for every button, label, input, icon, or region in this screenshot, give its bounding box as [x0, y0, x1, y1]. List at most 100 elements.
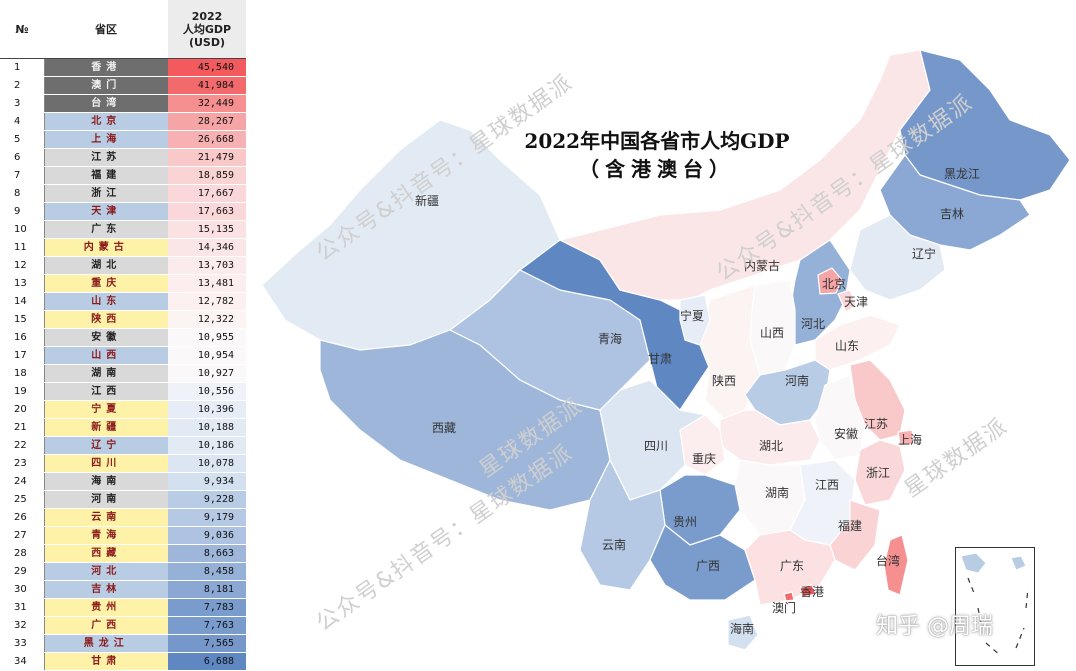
- col-no-header: №: [0, 0, 44, 59]
- table-row: 21 新疆 10,188: [0, 418, 246, 437]
- label-beijing: 北京: [822, 277, 846, 291]
- row-gdp-value: 7,763: [168, 616, 246, 635]
- row-gdp-value: 9,036: [168, 526, 246, 545]
- table-row: 4 北京 28,267: [0, 112, 246, 131]
- row-gdp-value: 8,663: [168, 544, 246, 563]
- row-region: 江苏: [44, 148, 168, 167]
- row-gdp-value: 15,135: [168, 220, 246, 239]
- row-rank: 10: [0, 220, 45, 239]
- label-guangdong: 广东: [780, 559, 804, 573]
- table-row: 29 河北 8,458: [0, 562, 246, 581]
- region-taiwan: [883, 534, 909, 596]
- table-row: 1 香港 45,540: [0, 58, 246, 77]
- row-rank: 11: [0, 238, 45, 257]
- label-hainan: 海南: [730, 621, 754, 636]
- row-rank: 25: [0, 490, 45, 509]
- row-region: 青海: [44, 526, 168, 545]
- row-region: 河南: [44, 490, 168, 509]
- table-row: 22 辽宁 10,186: [0, 436, 246, 455]
- row-rank: 13: [0, 274, 45, 293]
- row-region: 山西: [44, 346, 168, 365]
- table-row: 10 广东 15,135: [0, 220, 246, 239]
- row-gdp-value: 10,396: [168, 400, 246, 419]
- table-row: 15 陕西 12,322: [0, 310, 246, 329]
- row-region: 海南: [44, 472, 168, 491]
- row-region: 宁夏: [44, 400, 168, 419]
- row-region: 湖北: [44, 256, 168, 275]
- row-gdp-value: 8,181: [168, 580, 246, 599]
- row-gdp-value: 10,955: [168, 328, 246, 347]
- row-gdp-value: 8,458: [168, 562, 246, 581]
- table-header: № 省区 2022 人均GDP (USD): [0, 0, 246, 59]
- region-ningxia: [679, 294, 711, 346]
- table-row: 20 宁夏 10,396: [0, 400, 246, 419]
- row-rank: 6: [0, 148, 45, 167]
- row-region: 新疆: [44, 418, 168, 437]
- row-gdp-value: 12,782: [168, 292, 246, 311]
- row-rank: 20: [0, 400, 45, 419]
- label-hubei: 湖北: [759, 438, 783, 453]
- table-row: 8 浙江 17,667: [0, 184, 246, 203]
- row-rank: 26: [0, 508, 45, 527]
- col-gdp-header: 2022 人均GDP (USD): [168, 0, 246, 59]
- row-region: 内蒙古: [44, 238, 168, 257]
- row-region: 西藏: [44, 544, 168, 563]
- label-tianjin: 天津: [844, 295, 868, 309]
- label-qinghai: 青海: [598, 331, 622, 346]
- row-region: 澳门: [44, 76, 168, 95]
- row-region: 甘肃: [44, 652, 168, 671]
- region-shanghai: [897, 429, 915, 447]
- row-region: 河北: [44, 562, 168, 581]
- table-row: 34 甘肃 6,688: [0, 652, 246, 671]
- table-row: 26 云南 9,179: [0, 508, 246, 527]
- table-row: 19 江西 10,556: [0, 382, 246, 401]
- table-row: 11 内蒙古 14,346: [0, 238, 246, 257]
- table-row: 31 贵州 7,783: [0, 598, 246, 617]
- row-region: 黑龙江: [44, 634, 168, 653]
- table-row: 14 山东 12,782: [0, 292, 246, 311]
- table-row: 24 海南 9,934: [0, 472, 246, 491]
- map-title: 2022年中国各省市人均GDP （含港澳台）: [492, 127, 822, 183]
- row-gdp-value: 13,481: [168, 274, 246, 293]
- row-gdp-value: 6,688: [168, 652, 246, 671]
- table-row: 7 福建 18,859: [0, 166, 246, 185]
- row-rank: 4: [0, 112, 45, 131]
- table-row: 30 吉林 8,181: [0, 580, 246, 599]
- row-gdp-value: 41,984: [168, 76, 246, 95]
- row-region: 云南: [44, 508, 168, 527]
- label-xinjiang: 新疆: [415, 193, 439, 208]
- table-row: 3 台湾 32,449: [0, 94, 246, 113]
- row-region: 天津: [44, 202, 168, 221]
- row-region: 山东: [44, 292, 168, 311]
- table-row: 9 天津 17,663: [0, 202, 246, 221]
- label-hongkong: 香港: [800, 585, 824, 599]
- row-gdp-value: 10,954: [168, 346, 246, 365]
- row-gdp-value: 26,668: [168, 130, 246, 149]
- row-rank: 15: [0, 310, 45, 329]
- row-region: 重庆: [44, 274, 168, 293]
- row-rank: 33: [0, 634, 45, 653]
- label-hunan: 湖南: [765, 485, 789, 500]
- credit-text: 知乎 @周瑞: [876, 614, 993, 639]
- row-gdp-value: 9,179: [168, 508, 246, 527]
- row-rank: 7: [0, 166, 45, 185]
- table-row: 28 西藏 8,663: [0, 544, 246, 563]
- table-row: 27 青海 9,036: [0, 526, 246, 545]
- row-region: 上海: [44, 130, 168, 149]
- row-rank: 18: [0, 364, 45, 383]
- label-guizhou: 贵州: [673, 515, 697, 529]
- region-zhejiang: [854, 439, 906, 506]
- row-region: 浙江: [44, 184, 168, 203]
- region-liaoning: [849, 214, 946, 301]
- label-taiwan: 台湾: [876, 553, 900, 568]
- row-rank: 14: [0, 292, 45, 311]
- label-hebei: 河北: [801, 317, 825, 331]
- label-chongqing: 重庆: [692, 452, 716, 466]
- label-jiangsu: 江苏: [864, 417, 888, 431]
- region-fujian: [829, 499, 881, 571]
- label-ningxia: 宁夏: [680, 308, 704, 323]
- table-row: 32 广西 7,763: [0, 616, 246, 635]
- label-heilongjiang: 黑龙江: [944, 167, 980, 181]
- row-rank: 31: [0, 598, 45, 617]
- label-macau: 澳门: [772, 600, 796, 615]
